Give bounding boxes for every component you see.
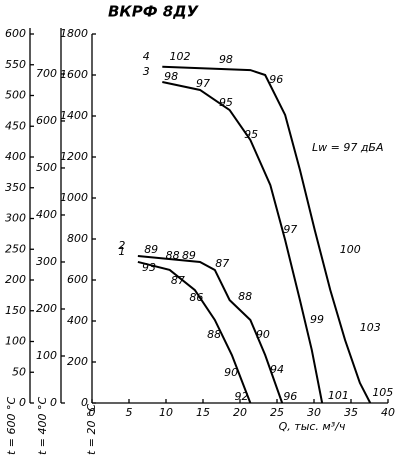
point-label: 95 bbox=[244, 128, 258, 141]
extra-y-tick-label: 100 bbox=[5, 335, 26, 348]
curve bbox=[162, 80, 324, 404]
point-label: 97 bbox=[196, 77, 210, 90]
point-label: 98 bbox=[219, 53, 233, 66]
extra-y-tick-label: 600 bbox=[36, 114, 57, 127]
extra-y-tick-label: 500 bbox=[36, 161, 57, 174]
x-tick-label: 35 bbox=[344, 406, 358, 419]
y-tick-label: 400 bbox=[67, 314, 88, 327]
x-tick-label: 0 bbox=[89, 406, 96, 419]
curve bbox=[162, 65, 372, 404]
point-label: 94 bbox=[270, 363, 284, 376]
x-tick-label: 20 bbox=[233, 406, 247, 419]
y-tick-label: 1400 bbox=[60, 109, 88, 122]
point-label: 95 bbox=[219, 96, 233, 109]
point-label: 89 bbox=[182, 249, 196, 262]
extra-y-tick-label: 100 bbox=[36, 349, 57, 362]
point-label: 88 bbox=[207, 328, 221, 341]
extra-y-axis-label: t = 600 °C bbox=[5, 396, 18, 455]
extra-y-tick-label: 400 bbox=[36, 208, 57, 221]
extra-y-tick-label: 300 bbox=[5, 212, 26, 225]
extra-y-tick-label: 700 bbox=[36, 67, 57, 80]
y-tick-label: 0 bbox=[81, 396, 88, 409]
point-label: 92 bbox=[234, 390, 248, 403]
extra-y-tick-label: 350 bbox=[5, 181, 26, 194]
point-label: 105 bbox=[372, 386, 393, 399]
y-tick-label: 600 bbox=[67, 273, 88, 286]
point-label: 99 bbox=[310, 313, 324, 326]
point-label: 88 bbox=[166, 249, 180, 262]
point-label: 102 bbox=[170, 50, 191, 63]
point-label: 87 bbox=[215, 257, 229, 270]
point-label: 86 bbox=[189, 291, 203, 304]
point-label: 96 bbox=[269, 73, 283, 86]
point-label: 90 bbox=[224, 366, 238, 379]
point-label: 87 bbox=[171, 274, 185, 287]
extra-y-tick-label: 0 bbox=[50, 396, 57, 409]
x-tick-label: 30 bbox=[307, 406, 321, 419]
point-label: 89 bbox=[144, 243, 158, 256]
annotation: Lw = 97 дБА bbox=[312, 141, 384, 154]
y-tick-label: 200 bbox=[67, 355, 88, 368]
extra-y-tick-label: 0 bbox=[19, 396, 26, 409]
y-tick-label: 1000 bbox=[60, 191, 88, 204]
x-tick-label: 25 bbox=[270, 406, 284, 419]
extra-y-tick-label: 600 bbox=[5, 27, 26, 40]
extra-y-tick-label: 150 bbox=[5, 304, 26, 317]
point-label: 103 bbox=[360, 321, 381, 334]
curve bbox=[137, 255, 284, 404]
extra-y-tick-label: 500 bbox=[5, 89, 26, 102]
point-label: 88 bbox=[238, 290, 252, 303]
point-label: 97 bbox=[283, 223, 297, 236]
point-label: 96 bbox=[283, 390, 297, 403]
extra-y-tick-label: 50 bbox=[12, 365, 26, 378]
extra-y-tick-label: 200 bbox=[5, 273, 26, 286]
extra-y-tick-label: 300 bbox=[36, 255, 57, 268]
point-label: 93 bbox=[142, 261, 156, 274]
extra-y-axis-label: t = 400 °C bbox=[36, 396, 49, 455]
x-tick-label: 10 bbox=[159, 406, 173, 419]
extra-y-tick-label: 400 bbox=[5, 150, 26, 163]
point-label: 100 bbox=[340, 243, 361, 256]
y-tick-label: 1800 bbox=[60, 27, 88, 40]
extra-y-tick-label: 550 bbox=[5, 58, 26, 71]
y-axis-label: t = 20 °C bbox=[85, 403, 98, 455]
point-label: 101 bbox=[328, 389, 349, 402]
curve-name: 4 bbox=[143, 50, 150, 63]
curve-name: 2 bbox=[118, 239, 125, 252]
y-tick-label: 800 bbox=[67, 232, 88, 245]
point-label: 98 bbox=[164, 70, 178, 83]
y-tick-label: 1600 bbox=[60, 68, 88, 81]
x-tick-label: 40 bbox=[381, 406, 395, 419]
x-tick-label: 15 bbox=[196, 406, 210, 419]
curve-name: 1 bbox=[118, 245, 125, 258]
x-tick-label: 5 bbox=[126, 406, 133, 419]
extra-y-tick-label: 200 bbox=[36, 302, 57, 315]
point-label: 90 bbox=[256, 328, 270, 341]
x-axis-label: Q, тыс. м³/ч bbox=[279, 420, 346, 433]
y-tick-label: 1200 bbox=[60, 150, 88, 163]
curve bbox=[137, 260, 252, 404]
extra-y-tick-label: 450 bbox=[5, 119, 26, 132]
extra-y-tick-label: 250 bbox=[5, 242, 26, 255]
chart-title: ВКРФ 8ДУ bbox=[108, 3, 200, 21]
curve-name: 3 bbox=[143, 65, 150, 78]
